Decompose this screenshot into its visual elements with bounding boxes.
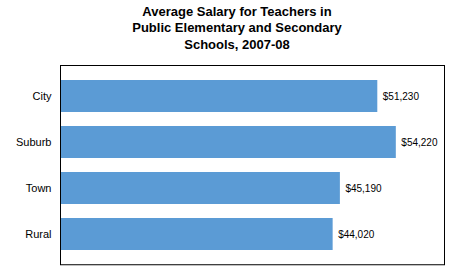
svg-text:Town: Town	[26, 182, 52, 194]
svg-text:City: City	[33, 90, 52, 102]
svg-text:$45,190: $45,190	[345, 182, 382, 193]
svg-text:$51,230: $51,230	[383, 90, 420, 101]
svg-text:Rural: Rural	[25, 228, 51, 240]
svg-text:Suburb: Suburb	[16, 136, 51, 148]
html-text:Average Salary for Teachers in: Average Salary for Teachers in Public El…	[132, 4, 342, 52]
svg-text:$54,220: $54,220	[401, 136, 438, 147]
svg-text:$44,020: $44,020	[338, 228, 375, 239]
